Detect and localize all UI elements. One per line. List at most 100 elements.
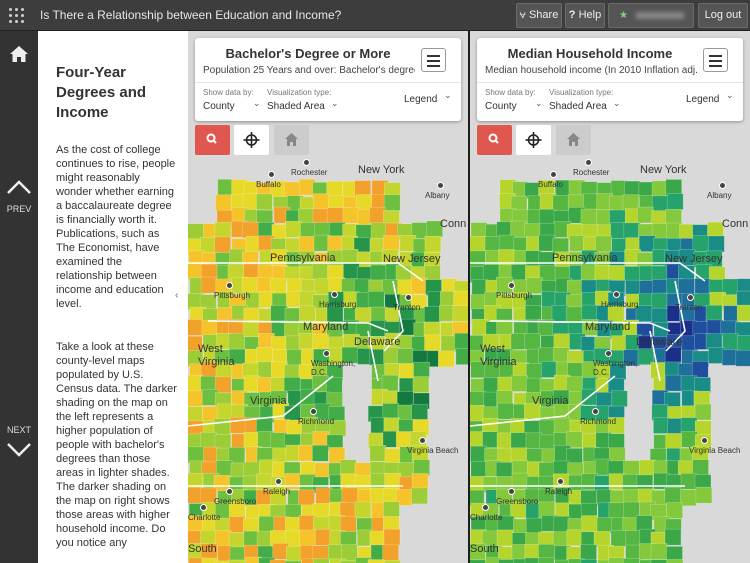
county-cell[interactable] <box>298 236 316 253</box>
county-cell[interactable] <box>215 194 232 212</box>
county-cell[interactable] <box>355 557 372 563</box>
county-cell[interactable] <box>217 178 234 196</box>
county-cell[interactable] <box>214 236 231 254</box>
county-cell[interactable] <box>339 459 357 476</box>
county-cell[interactable] <box>736 290 750 308</box>
city-marker[interactable] <box>303 159 310 166</box>
county-cell[interactable] <box>285 220 302 238</box>
collapse-panel-chevron-icon[interactable]: ‹ <box>175 290 179 301</box>
city-marker[interactable] <box>331 291 338 298</box>
county-cell[interactable] <box>705 304 723 322</box>
county-cell[interactable] <box>498 559 515 563</box>
county-cell[interactable] <box>637 206 654 224</box>
county-cell[interactable] <box>639 559 656 563</box>
county-cell[interactable] <box>496 319 513 337</box>
county-cell[interactable] <box>524 557 542 563</box>
county-cell[interactable] <box>470 235 486 253</box>
county-cell[interactable] <box>242 320 260 338</box>
county-cell[interactable] <box>551 305 569 322</box>
county-cell[interactable] <box>635 305 653 322</box>
county-cell[interactable] <box>595 235 612 253</box>
logout-button[interactable]: Log out <box>698 3 748 28</box>
county-cell[interactable] <box>413 459 431 476</box>
county-cell[interactable] <box>665 433 682 450</box>
county-cell[interactable] <box>369 445 387 462</box>
county-cell[interactable] <box>452 305 468 323</box>
county-cell[interactable] <box>326 207 344 225</box>
county-cell[interactable] <box>256 193 273 211</box>
city-marker[interactable] <box>275 478 282 485</box>
county-cell[interactable] <box>482 431 499 449</box>
county-cell[interactable] <box>665 179 683 196</box>
county-cell[interactable] <box>188 557 205 563</box>
county-cell[interactable] <box>453 290 468 308</box>
county-cell[interactable] <box>341 544 358 561</box>
county-cell[interactable] <box>666 559 684 563</box>
city-marker[interactable] <box>405 294 412 301</box>
show-by-select[interactable]: County <box>203 101 235 112</box>
county-cell[interactable] <box>485 557 502 563</box>
county-cell[interactable] <box>200 432 217 449</box>
county-cell[interactable] <box>666 193 684 210</box>
county-cell[interactable] <box>201 319 219 337</box>
county-cell[interactable] <box>653 417 670 434</box>
next-label[interactable]: NEXT <box>6 425 31 435</box>
app-grid-icon[interactable] <box>9 8 25 24</box>
city-marker[interactable] <box>310 408 317 415</box>
county-cell[interactable] <box>354 180 371 197</box>
city-marker[interactable] <box>701 437 708 444</box>
county-cell[interactable] <box>510 432 528 449</box>
county-cell[interactable] <box>256 347 273 364</box>
city-marker[interactable] <box>226 282 233 289</box>
county-cell[interactable] <box>470 461 488 478</box>
county-cell[interactable] <box>513 558 530 563</box>
city-marker[interactable] <box>508 488 515 495</box>
county-cell[interactable] <box>611 335 628 352</box>
county-cell[interactable] <box>342 207 360 224</box>
county-cell[interactable] <box>298 489 315 507</box>
city-marker[interactable] <box>200 504 207 511</box>
county-cell[interactable] <box>340 560 357 563</box>
county-cell[interactable] <box>312 558 330 563</box>
county-cell[interactable] <box>214 530 232 547</box>
legend-button[interactable]: Legend <box>686 94 720 105</box>
county-cell[interactable] <box>651 292 669 310</box>
county-cell[interactable] <box>694 278 712 295</box>
legend-button[interactable]: Legend <box>404 94 438 105</box>
county-cell[interactable] <box>580 559 598 563</box>
county-cell[interactable] <box>270 305 288 322</box>
chevron-down-icon[interactable]: ⌄ <box>726 90 734 100</box>
hamburger-menu-icon[interactable] <box>703 48 728 72</box>
county-cell[interactable] <box>188 472 204 490</box>
county-cell[interactable] <box>608 265 626 282</box>
county-cell[interactable] <box>736 335 750 352</box>
user-menu-button[interactable]: ★ <box>608 3 694 28</box>
chevron-down-icon[interactable]: ⌄ <box>253 98 261 108</box>
county-cell[interactable] <box>423 306 441 323</box>
county-cell[interactable] <box>314 462 331 480</box>
county-cell[interactable] <box>705 333 723 350</box>
county-cell[interactable] <box>594 265 612 282</box>
city-marker[interactable] <box>557 478 564 485</box>
county-cell[interactable] <box>580 544 597 562</box>
viz-type-select[interactable]: Shaded Area <box>267 101 325 112</box>
county-cell[interactable] <box>580 208 598 226</box>
county-cell[interactable] <box>496 529 514 547</box>
county-cell[interactable] <box>708 235 725 253</box>
home-icon[interactable] <box>9 45 29 63</box>
city-marker[interactable] <box>585 159 592 166</box>
locate-button[interactable] <box>516 125 551 155</box>
county-cell[interactable] <box>412 376 430 393</box>
county-cell[interactable] <box>553 333 571 351</box>
county-cell[interactable] <box>424 334 441 352</box>
county-cell[interactable] <box>691 361 709 378</box>
county-cell[interactable] <box>327 235 345 253</box>
county-cell[interactable] <box>315 528 332 546</box>
county-cell[interactable] <box>367 559 385 563</box>
county-cell[interactable] <box>214 221 232 239</box>
county-cell[interactable] <box>214 560 232 563</box>
map-search-button[interactable] <box>477 125 512 155</box>
county-cell[interactable] <box>651 307 669 325</box>
county-cell[interactable] <box>608 502 626 520</box>
city-marker[interactable] <box>550 171 557 178</box>
